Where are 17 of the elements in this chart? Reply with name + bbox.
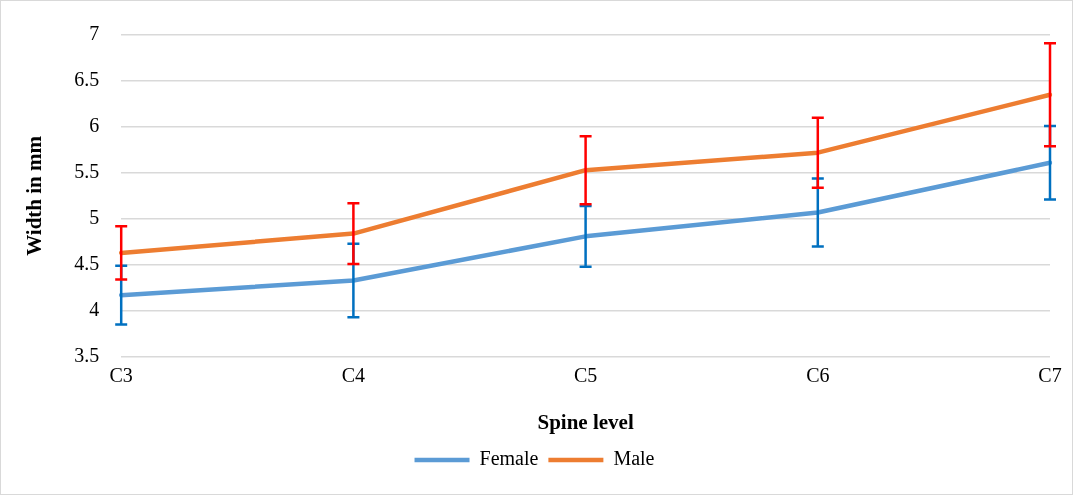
x-tick-label: C3 — [109, 364, 133, 387]
legend-label: Female — [479, 447, 539, 470]
legend-label: Male — [613, 447, 655, 470]
x-tick-label: C5 — [573, 364, 598, 387]
x-axis-title: Spine level — [537, 409, 634, 434]
x-tick-label: C6 — [806, 364, 830, 387]
y-tick-label: 3.5 — [74, 344, 100, 367]
x-tick-label: C7 — [1038, 364, 1062, 387]
y-tick-label: 4 — [89, 298, 100, 321]
y-tick-label: 7 — [89, 22, 100, 45]
y-tick-label: 5.5 — [74, 160, 100, 183]
y-tick-label: 6 — [89, 114, 100, 137]
y-tick-label: 5 — [89, 206, 100, 229]
y-tick-label: 4.5 — [74, 252, 100, 275]
y-tick-label: 6.5 — [74, 68, 100, 91]
x-tick-label: C4 — [341, 364, 366, 387]
y-axis-title: Width in mm — [22, 135, 47, 256]
